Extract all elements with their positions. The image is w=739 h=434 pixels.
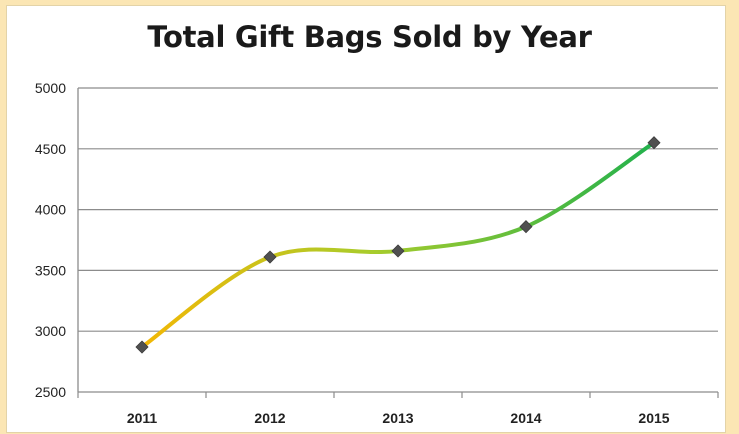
chart-frame — [6, 5, 726, 433]
y-tick-label-3500: 3500 — [35, 262, 66, 278]
data-point-2015 — [647, 136, 661, 150]
data-point-2011 — [135, 340, 149, 354]
x-tick-label-2014: 2014 — [510, 410, 541, 426]
y-tick-label-2500: 2500 — [35, 384, 66, 400]
x-tick-label-2013: 2013 — [382, 410, 413, 426]
y-tick-label-4500: 4500 — [35, 141, 66, 157]
y-tick-label-3000: 3000 — [35, 323, 66, 339]
y-tick-label-4000: 4000 — [35, 202, 66, 218]
chart-title: Total Gift Bags Sold by Year — [147, 20, 592, 54]
x-tick-label-2015: 2015 — [638, 410, 669, 426]
x-tick-label-2012: 2012 — [254, 410, 285, 426]
x-tick-label-2011: 2011 — [127, 410, 158, 426]
data-point-2014 — [519, 220, 533, 234]
data-point-2013 — [391, 244, 405, 258]
data-point-2012 — [263, 250, 277, 264]
y-tick-label-5000: 5000 — [35, 80, 66, 96]
